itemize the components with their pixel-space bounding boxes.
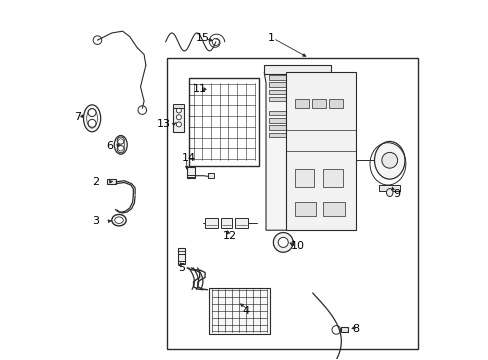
Text: 3: 3 xyxy=(92,216,99,226)
Bar xyxy=(268,118,288,123)
Ellipse shape xyxy=(115,217,123,224)
Bar xyxy=(323,169,343,187)
Circle shape xyxy=(176,108,181,113)
Circle shape xyxy=(381,152,397,168)
Ellipse shape xyxy=(273,233,292,252)
Text: 1: 1 xyxy=(267,33,274,43)
Text: 9: 9 xyxy=(392,189,400,199)
Circle shape xyxy=(278,237,287,247)
Text: 14: 14 xyxy=(182,153,196,163)
Circle shape xyxy=(176,115,181,120)
Circle shape xyxy=(176,122,181,127)
Text: 7: 7 xyxy=(74,112,81,122)
Bar xyxy=(173,104,184,108)
Bar xyxy=(235,219,247,228)
Text: 5: 5 xyxy=(178,263,185,273)
Bar xyxy=(340,327,347,332)
Circle shape xyxy=(88,120,96,127)
Bar xyxy=(323,202,344,216)
Bar xyxy=(268,82,288,87)
Bar xyxy=(268,126,288,130)
Bar xyxy=(207,173,214,178)
Bar xyxy=(221,219,231,228)
Text: 15: 15 xyxy=(196,33,210,43)
Text: 2: 2 xyxy=(92,177,99,187)
Bar xyxy=(264,65,330,74)
Ellipse shape xyxy=(83,105,101,132)
Circle shape xyxy=(117,145,124,153)
Bar xyxy=(294,99,308,108)
Bar xyxy=(173,106,184,132)
Bar xyxy=(268,90,288,94)
Ellipse shape xyxy=(374,141,404,179)
Text: 13: 13 xyxy=(157,120,171,129)
Ellipse shape xyxy=(386,189,392,197)
Bar xyxy=(294,169,314,187)
Ellipse shape xyxy=(112,215,126,226)
Bar xyxy=(204,219,217,228)
Bar xyxy=(178,248,185,264)
Circle shape xyxy=(93,36,102,44)
Text: 12: 12 xyxy=(223,231,237,240)
Ellipse shape xyxy=(114,135,127,154)
Bar xyxy=(294,202,316,216)
Bar xyxy=(285,72,355,230)
Bar xyxy=(208,288,269,334)
Text: 10: 10 xyxy=(290,241,305,251)
Bar xyxy=(187,167,195,178)
Bar xyxy=(188,78,258,166)
Bar xyxy=(167,58,418,348)
Text: 4: 4 xyxy=(242,306,249,316)
Bar xyxy=(268,75,288,80)
Text: 11: 11 xyxy=(192,84,206,94)
Bar xyxy=(378,185,400,191)
Circle shape xyxy=(331,325,340,334)
Text: 8: 8 xyxy=(351,324,359,334)
Text: 6: 6 xyxy=(106,141,113,151)
Circle shape xyxy=(88,109,96,117)
Circle shape xyxy=(212,39,219,45)
Bar xyxy=(268,133,288,137)
Polygon shape xyxy=(264,67,287,230)
Bar xyxy=(311,99,325,108)
Circle shape xyxy=(117,137,124,144)
Bar xyxy=(268,97,288,101)
Bar xyxy=(107,179,116,184)
Bar xyxy=(328,99,343,108)
Bar xyxy=(268,111,288,116)
